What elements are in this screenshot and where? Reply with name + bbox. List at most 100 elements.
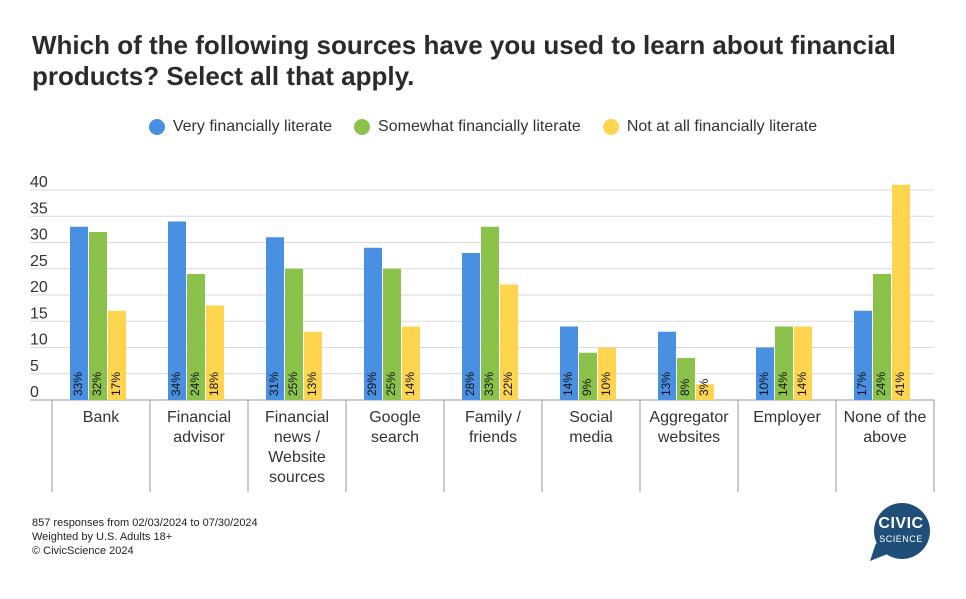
legend-item-not-at-all: Not at all financially literate <box>602 118 818 136</box>
y-tick-label: 25 <box>30 253 48 270</box>
bar <box>500 284 518 400</box>
legend-swatch-somewhat <box>354 119 371 135</box>
y-tick-label: 10 <box>30 332 48 349</box>
x-tick-label: news / <box>274 429 321 446</box>
bar <box>794 326 812 400</box>
data-label: 17% <box>855 372 869 396</box>
legend-label-somewhat: Somewhat financially literate <box>378 118 581 135</box>
bar <box>696 384 714 400</box>
x-tick-label: Bank <box>83 409 120 426</box>
bar <box>598 347 616 400</box>
bar <box>854 310 872 400</box>
data-label: 14% <box>561 372 575 396</box>
bar <box>579 352 597 400</box>
bar <box>756 347 774 400</box>
bar <box>775 326 793 400</box>
footer-weighting: Weighted by U.S. Adults 18+ <box>32 531 173 543</box>
x-tick-label: Financial <box>167 409 231 426</box>
data-label: 14% <box>776 372 790 396</box>
legend-swatch-very <box>148 119 165 135</box>
data-label: 41% <box>893 372 907 396</box>
x-tick-label: Google <box>369 409 421 426</box>
bar <box>481 226 499 400</box>
bar <box>873 274 891 400</box>
bar <box>266 237 284 400</box>
x-tick-label: websites <box>657 429 720 446</box>
bar <box>560 326 578 400</box>
data-label: 24% <box>188 372 202 396</box>
chart-title: Which of the following sources have you … <box>32 30 896 91</box>
data-label: 14% <box>403 372 417 396</box>
bar <box>304 331 322 400</box>
data-label: 10% <box>757 372 771 396</box>
logo-bubble-icon <box>870 503 930 561</box>
legend-swatch-not-at-all <box>602 119 619 135</box>
civicscience-logo: CIVIC SCIENCE <box>868 503 934 561</box>
data-label: 18% <box>207 372 221 396</box>
data-label: 32% <box>90 372 104 396</box>
data-label: 3% <box>697 378 711 396</box>
data-label: 8% <box>678 378 692 396</box>
y-tick-label: 0 <box>30 384 39 401</box>
x-tick-label: None of the <box>844 409 927 426</box>
y-tick-label: 20 <box>30 279 48 296</box>
data-label: 25% <box>384 372 398 396</box>
legend-item-very: Very financially literate <box>148 118 333 136</box>
x-tick-label: search <box>371 429 419 446</box>
x-tick-label: sources <box>269 469 325 486</box>
data-label: 31% <box>267 372 281 396</box>
data-label: 34% <box>169 372 183 396</box>
y-tick-label: 35 <box>30 200 48 217</box>
logo-text-civic: CIVIC <box>878 515 924 532</box>
footer-copyright: © CivicScience 2024 <box>32 545 134 557</box>
legend-label-not-at-all: Not at all financially literate <box>626 118 818 135</box>
bar <box>108 310 126 400</box>
bar <box>89 232 107 400</box>
x-tick-label: Financial <box>265 409 329 426</box>
y-tick-label: 15 <box>30 305 48 322</box>
data-label: 25% <box>286 372 300 396</box>
data-label: 24% <box>874 372 888 396</box>
bar <box>658 331 676 400</box>
bar <box>70 226 88 400</box>
bar <box>364 247 382 400</box>
x-tick-label: Aggregator <box>649 409 729 426</box>
y-tick-label: 40 <box>30 174 48 191</box>
data-label: 13% <box>305 372 319 396</box>
data-label: 14% <box>795 372 809 396</box>
data-label: 28% <box>463 372 477 396</box>
bar <box>383 268 401 400</box>
x-tick-label: Family / <box>465 409 522 426</box>
x-tick-label: above <box>863 429 907 446</box>
y-tick-label: 5 <box>30 358 39 375</box>
data-label: 33% <box>71 372 85 396</box>
x-tick-label: Employer <box>753 409 821 426</box>
data-label: 9% <box>580 378 594 396</box>
legend-item-somewhat: Somewhat financially literate <box>354 118 581 136</box>
data-label: 33% <box>482 372 496 396</box>
x-tick-label: advisor <box>173 429 225 446</box>
legend: Very financially literate Somewhat finan… <box>0 118 966 136</box>
bar <box>677 358 695 400</box>
x-tick-label: Website <box>268 449 326 466</box>
data-label: 13% <box>659 372 673 396</box>
x-tick-label: Social <box>569 409 613 426</box>
data-label: 17% <box>109 372 123 396</box>
bar <box>206 305 224 400</box>
bar <box>168 221 186 400</box>
x-tick-label: media <box>569 429 613 446</box>
footer-responses: 857 responses from 02/03/2024 to 07/30/2… <box>32 517 258 529</box>
data-label: 22% <box>501 372 515 396</box>
bar <box>285 268 303 400</box>
logo-text-science: SCIENCE <box>879 534 923 544</box>
bar <box>187 274 205 400</box>
data-label: 29% <box>365 372 379 396</box>
x-tick-label: friends <box>469 429 517 446</box>
bar-chart: 0 5 10 15 20 25 30 35 40 33% 32% 17% Bank 34% 24% 18% Fi… <box>30 174 935 492</box>
data-label: 10% <box>599 372 613 396</box>
legend-label-very: Very financially literate <box>172 118 333 135</box>
bar <box>892 184 910 400</box>
bar <box>462 253 480 400</box>
footer: 857 responses from 02/03/2024 to 07/30/2… <box>32 516 258 558</box>
bar <box>402 326 420 400</box>
